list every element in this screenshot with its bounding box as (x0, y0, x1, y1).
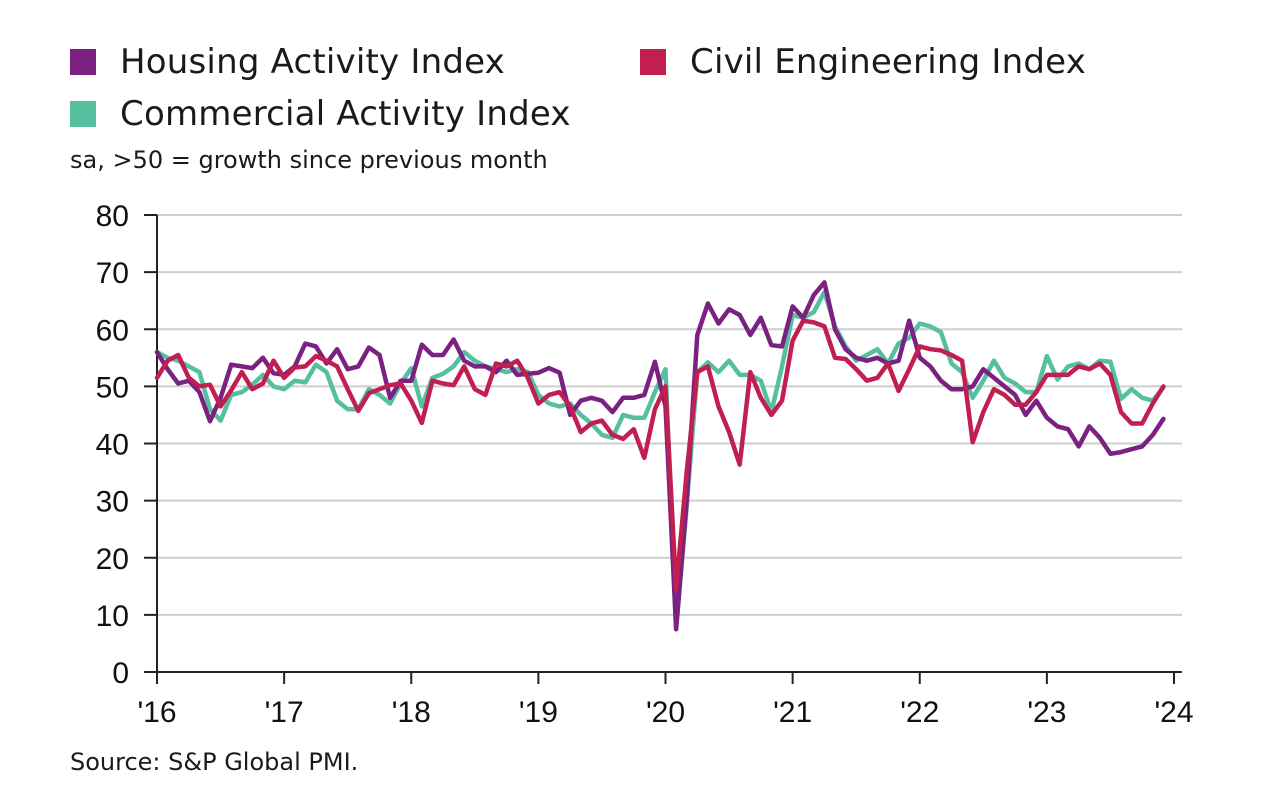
x-tick-label: '16 (137, 696, 176, 729)
legend: Housing Activity Index Civil Engineering… (70, 40, 1220, 140)
x-tick-label: '18 (392, 696, 431, 729)
x-tick-label: '19 (519, 696, 558, 729)
y-tick-label: 40 (96, 429, 129, 462)
series-line-housing-activity-index (154, 280, 1166, 632)
legend-label-housing: Housing Activity Index (120, 42, 505, 82)
x-tick-label: '20 (646, 696, 685, 729)
y-tick-label: 80 (96, 200, 129, 233)
legend-swatch-civil (640, 49, 666, 75)
legend-label-civil: Civil Engineering Index (690, 42, 1087, 82)
y-tick-label: 10 (96, 600, 129, 633)
legend-label-commercial: Commercial Activity Index (120, 94, 571, 134)
x-tick-label: '23 (1027, 696, 1066, 729)
legend-swatch-commercial (70, 101, 96, 127)
y-tick-label: 50 (96, 371, 129, 404)
legend-swatch-housing (70, 49, 96, 75)
legend-item-commercial: Commercial Activity Index (70, 94, 571, 134)
source-note: Source: S&P Global PMI. (70, 748, 359, 776)
y-tick-label: 20 (96, 543, 129, 576)
x-tick-label: '21 (773, 696, 812, 729)
y-tick-label: 60 (96, 314, 129, 347)
legend-item-civil: Civil Engineering Index (640, 42, 1086, 82)
y-tick-label: 0 (112, 657, 129, 690)
y-tick-label: 70 (96, 257, 129, 290)
x-tick-label: '17 (265, 696, 304, 729)
series-line-civil-engineering-index (154, 318, 1166, 592)
legend-item-housing: Housing Activity Index (70, 42, 505, 82)
x-tick-label: '22 (900, 696, 939, 729)
y-tick-label: 30 (96, 486, 129, 519)
x-tick-label: '24 (1154, 696, 1193, 729)
chart-subtitle: sa, >50 = growth since previous month (70, 146, 548, 174)
